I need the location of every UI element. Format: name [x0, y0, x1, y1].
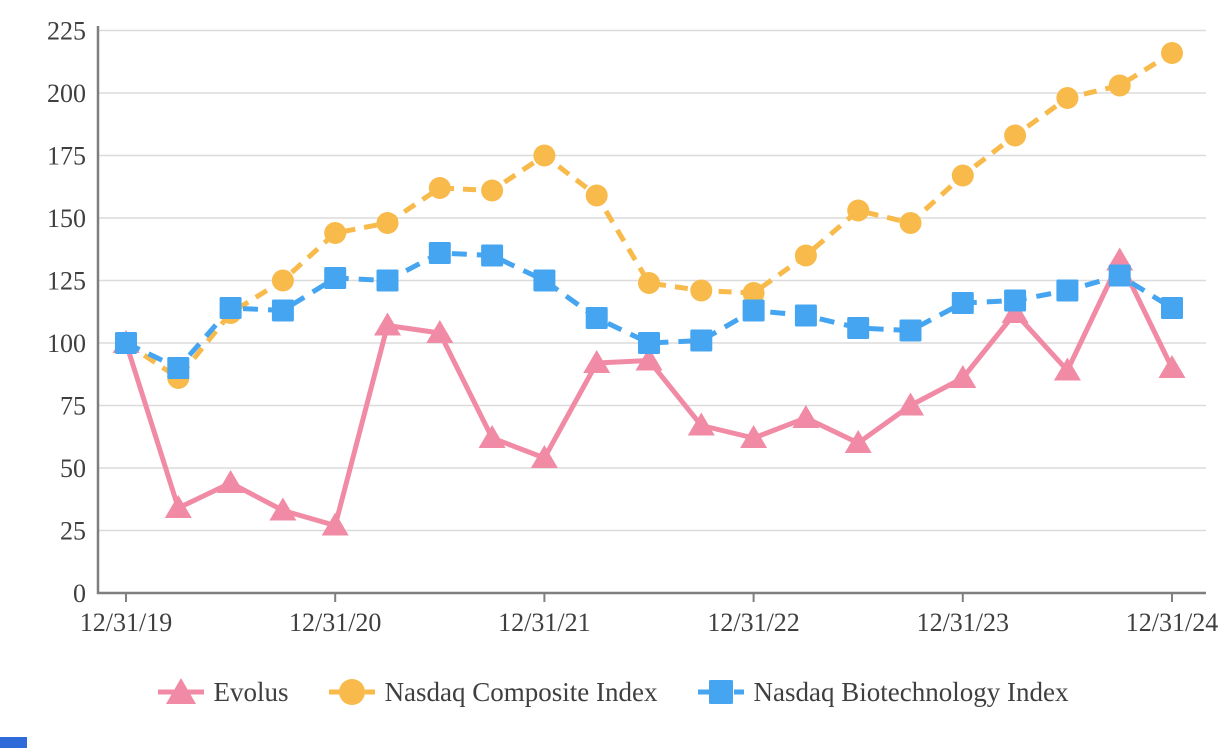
- triangle-data-marker: [374, 312, 401, 336]
- legend-label-nasdaq-biotech: Nasdaq Biotechnology Index: [753, 676, 1069, 707]
- line-chart-plot: 0 25 50 75 100 125 150 175 200 225 12/31/19 12/31/2…: [47, 17, 1218, 638]
- x-axis-label: 12/31/19: [80, 608, 172, 637]
- legend-item-evolus: Evolus: [157, 676, 289, 707]
- circle-data-marker: [690, 279, 713, 302]
- x-axis-label: 12/31/22: [707, 608, 799, 637]
- circle-data-marker: [899, 212, 922, 234]
- square-icon: [697, 680, 744, 704]
- legend-item-nasdaq-composite: Nasdaq Composite Index: [328, 676, 658, 707]
- x-axis-label: 12/31/23: [917, 608, 1009, 637]
- triangle-data-marker: [478, 425, 506, 448]
- triangle-data-marker: [1053, 357, 1081, 381]
- triangle-data-marker: [426, 320, 454, 343]
- y-axis-label: 50: [60, 454, 86, 483]
- triangle-data-marker: [1158, 355, 1186, 378]
- circle-data-marker: [533, 144, 556, 167]
- y-axis-label: 75: [60, 392, 86, 421]
- square-data-marker: [219, 297, 242, 319]
- legend-item-nasdaq-biotech: Nasdaq Biotechnology Index: [697, 676, 1069, 707]
- y-axis-label: 125: [47, 267, 86, 296]
- circle-data-marker: [376, 212, 399, 234]
- circle-data-marker: [1004, 124, 1027, 147]
- circle-data-marker: [794, 244, 817, 267]
- y-axis-label: 150: [47, 204, 86, 233]
- x-axis-label: 12/31/21: [498, 608, 590, 637]
- circle-data-marker: [742, 282, 765, 304]
- circle-data-marker: [1108, 74, 1131, 97]
- circle-data-marker: [847, 199, 870, 222]
- triangle-data-marker: [217, 470, 245, 493]
- circle-data-marker: [324, 222, 347, 244]
- triangle-data-marker: [164, 495, 192, 518]
- triangle-data-marker: [530, 445, 558, 468]
- square-data-marker: [115, 332, 137, 354]
- square-data-marker: [899, 319, 922, 342]
- square-data-marker: [794, 304, 817, 327]
- square-data-marker: [324, 267, 347, 289]
- circle-data-marker: [428, 177, 451, 199]
- triangle-data-marker: [269, 497, 297, 521]
- circle-data-marker: [1161, 42, 1183, 64]
- square-data-marker: [1161, 297, 1183, 319]
- x-axis-label: 12/31/24: [1126, 608, 1218, 637]
- legend-label-evolus: Evolus: [213, 676, 289, 707]
- square-data-marker: [428, 242, 451, 264]
- triangle-data-marker: [321, 512, 349, 536]
- square-data-marker: [1004, 289, 1027, 312]
- triangle-data-marker: [949, 365, 977, 388]
- square-series-line: [124, 250, 1174, 371]
- y-axis-label: 25: [60, 517, 86, 546]
- square-data-marker: [585, 307, 608, 329]
- triangle-icon: [157, 678, 204, 704]
- chart-legend: Evolus Nasdaq Composite Index Nasdaq Bio…: [0, 668, 1226, 716]
- y-axis-label: 200: [47, 79, 86, 108]
- y-axis-label: 0: [73, 579, 86, 608]
- square-data-marker: [271, 299, 294, 322]
- circle-data-marker: [481, 179, 504, 202]
- circle-icon: [328, 679, 375, 705]
- triangle-data-marker: [792, 405, 820, 428]
- triangle-data-marker: [897, 392, 924, 416]
- y-axis-label: 175: [47, 142, 86, 171]
- square-data-marker: [951, 292, 974, 314]
- circle-series-line: [124, 50, 1174, 381]
- x-axis-label: 12/31/20: [289, 608, 381, 637]
- circle-data-marker: [638, 272, 660, 294]
- triangle-data-marker: [635, 347, 663, 371]
- square-data-marker: [167, 357, 190, 379]
- square-data-marker: [742, 299, 765, 322]
- y-axis-label: 225: [47, 17, 86, 46]
- circle-data-marker: [585, 184, 608, 207]
- circle-data-marker: [951, 164, 974, 187]
- y-axis-label: 100: [47, 329, 86, 358]
- square-data-marker: [847, 317, 870, 339]
- triangle-data-marker: [844, 430, 872, 453]
- square-data-marker: [533, 269, 556, 292]
- triangle-data-marker: [583, 350, 611, 373]
- square-data-marker: [690, 329, 713, 352]
- triangle-data-marker: [687, 412, 715, 436]
- circle-data-marker: [271, 269, 294, 292]
- square-data-marker: [1108, 264, 1131, 287]
- square-data-marker: [376, 269, 399, 292]
- square-data-marker: [481, 244, 504, 267]
- circle-data-marker: [1056, 87, 1079, 109]
- triangle-data-marker: [740, 425, 768, 448]
- square-data-marker: [638, 332, 660, 354]
- bottom-left-blue-artifact: [0, 737, 27, 748]
- legend-label-nasdaq-composite: Nasdaq Composite Index: [384, 676, 658, 707]
- square-data-marker: [1056, 279, 1079, 302]
